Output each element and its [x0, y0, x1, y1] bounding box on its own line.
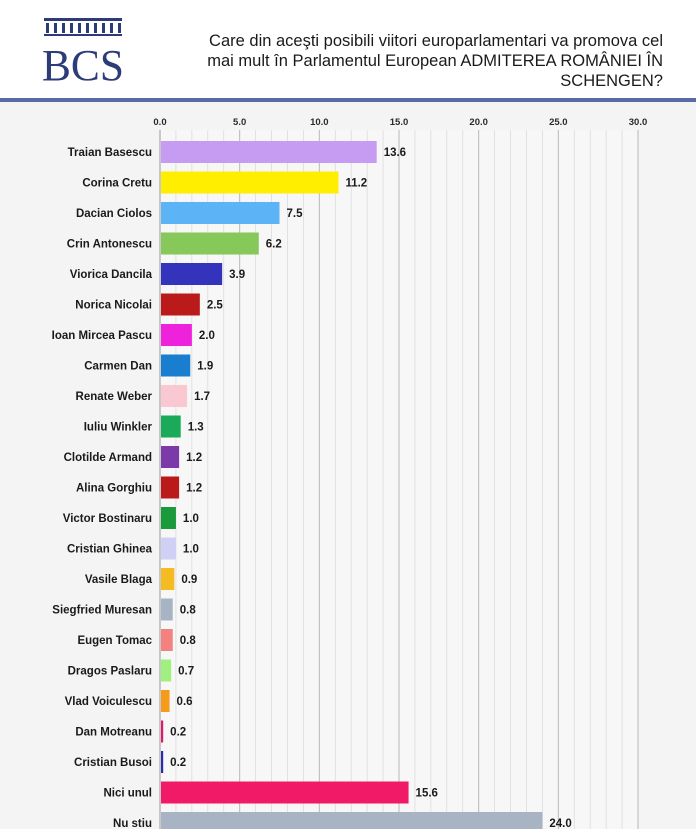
chart-title: Care din aceşti posibili viitori europar…: [135, 31, 663, 91]
category-label: Alina Gorghiu: [76, 483, 152, 495]
bar: [161, 141, 377, 163]
category-label: Norica Nicolai: [75, 300, 152, 312]
category-label: Cristian Busoi: [74, 757, 152, 769]
value-label: 11.2: [345, 178, 367, 190]
value-label: 0.2: [170, 757, 186, 769]
bar: [161, 202, 280, 224]
bar: [161, 690, 170, 712]
category-label: Iuliu Winkler: [84, 422, 153, 434]
bar: [161, 232, 259, 255]
bar: [161, 720, 164, 743]
value-label: 24.0: [549, 818, 571, 829]
value-label: 15.6: [416, 788, 438, 800]
logo-text: BCS: [42, 41, 124, 90]
bar: [161, 476, 180, 499]
x-tick-label: 10.0: [310, 117, 329, 128]
bar: [161, 263, 223, 285]
category-label: Nici unul: [103, 788, 152, 800]
value-label: 1.0: [183, 544, 199, 556]
value-label: 1.0: [183, 513, 199, 525]
category-label: Vasile Blaga: [85, 574, 153, 586]
value-label: 0.7: [178, 666, 194, 678]
title-line: mai mult în Parlamentul European ADMITER…: [207, 52, 663, 70]
category-label: Traian Basescu: [68, 147, 152, 159]
value-label: 0.8: [180, 605, 197, 617]
bar: [161, 568, 175, 590]
title-line: Care din aceşti posibili viitori europar…: [209, 32, 663, 50]
category-label: Victor Bostinaru: [63, 513, 152, 525]
value-label: 1.7: [194, 391, 210, 403]
bar: [161, 781, 409, 804]
bar: [161, 171, 339, 194]
bar: [161, 446, 180, 468]
value-label: 2.5: [207, 300, 224, 312]
value-label: 1.2: [186, 483, 202, 495]
bar: [161, 385, 188, 407]
bar-chart: 0.0 5.0 10.0 15.0 20.0 25.0 30.0 Traian Basescu…: [52, 117, 648, 829]
category-label: Dan Motreanu: [75, 727, 152, 739]
x-tick-label: 25.0: [549, 117, 568, 128]
value-label: 3.9: [229, 269, 245, 281]
x-tick-label: 0.0: [153, 117, 166, 128]
category-label: Carmen Dan: [84, 361, 152, 373]
bar: [161, 812, 543, 829]
header: BCS Care din aceşti posibili viitori eur…: [0, 0, 696, 100]
category-label: Crin Antonescu: [67, 239, 152, 251]
value-label: 1.9: [197, 361, 213, 373]
category-label: Corina Cretu: [82, 178, 152, 190]
value-label: 1.2: [186, 452, 202, 464]
category-label: Cristian Ghinea: [67, 544, 153, 556]
logo-columns-icon: [44, 18, 122, 36]
category-label: Viorica Dancila: [70, 269, 153, 281]
bar: [161, 751, 164, 773]
bar: [161, 415, 181, 438]
value-label: 2.0: [199, 330, 215, 342]
category-label: Dacian Ciolos: [76, 208, 152, 220]
bar: [161, 293, 200, 316]
x-tick-label: 20.0: [469, 117, 488, 128]
bar: [161, 354, 191, 377]
value-label: 0.9: [181, 574, 197, 586]
value-label: 0.2: [170, 727, 186, 739]
category-label: Vlad Voiculescu: [65, 696, 152, 708]
bar: [161, 659, 172, 682]
bar: [161, 507, 176, 529]
bar: [161, 629, 173, 651]
value-label: 7.5: [287, 208, 304, 220]
value-label: 13.6: [384, 147, 406, 159]
bar: [161, 598, 173, 621]
x-tick-label: 5.0: [233, 117, 246, 128]
x-tick-label: 15.0: [390, 117, 409, 128]
category-label: Renate Weber: [76, 391, 153, 403]
category-label: Nu stiu: [113, 818, 152, 829]
value-label: 0.8: [180, 635, 197, 647]
bcs-logo: BCS: [42, 18, 124, 90]
bar: [161, 537, 176, 560]
category-label: Eugen Tomac: [77, 635, 152, 647]
value-label: 0.6: [177, 696, 193, 708]
value-label: 1.3: [188, 422, 204, 434]
title-line: SCHENGEN?: [560, 72, 663, 90]
category-label: Dragos Paslaru: [68, 666, 152, 678]
category-label: Clotilde Armand: [64, 452, 152, 464]
header-divider: [0, 98, 696, 102]
bar: [161, 324, 192, 346]
x-tick-label: 30.0: [629, 117, 648, 128]
value-label: 6.2: [266, 239, 282, 251]
category-label: Siegfried Muresan: [52, 605, 152, 617]
category-label: Ioan Mircea Pascu: [52, 330, 152, 342]
